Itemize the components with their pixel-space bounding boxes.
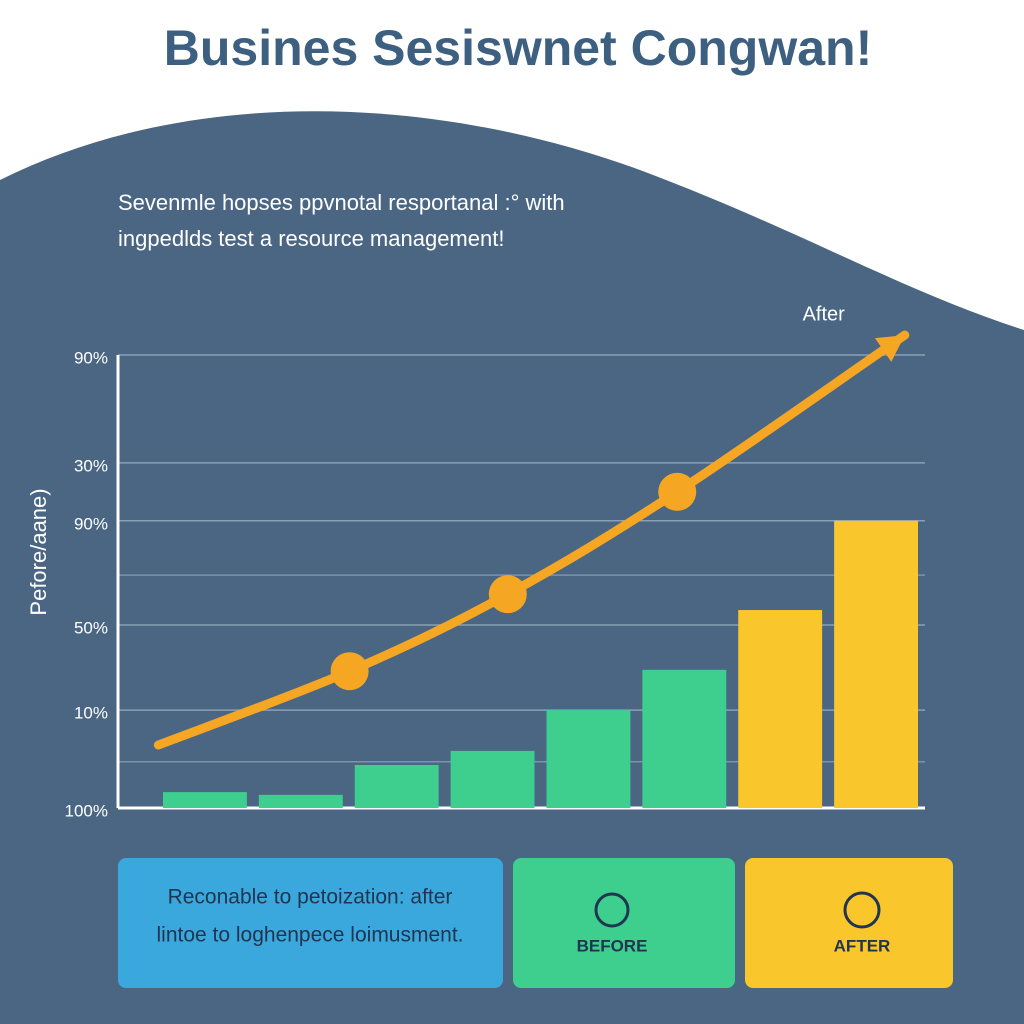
title: Busines Sesiswnet Congwan! [164, 20, 872, 76]
bar [834, 520, 918, 808]
note-text: Reconable to petoization: after [168, 886, 453, 909]
note-text: lintoe to loghenpece loimusment. [156, 924, 463, 947]
bar [738, 610, 823, 808]
bar [163, 792, 247, 808]
before-label: BEFORE [577, 936, 648, 955]
after-icon [843, 891, 881, 929]
bar [546, 710, 631, 808]
before-icon [594, 892, 630, 928]
y-tick-label: 30% [74, 456, 108, 475]
y-axis-label: Pefore/aane) [26, 488, 51, 615]
bar [258, 794, 343, 808]
after-label: AFTER [834, 936, 891, 955]
bar [450, 750, 535, 808]
y-tick-label: 10% [74, 704, 108, 723]
trend-arrowhead [874, 335, 905, 362]
trend-point [330, 652, 369, 691]
y-tick-label: 100% [65, 801, 108, 820]
trend-point [658, 472, 697, 511]
y-tick-label: 90% [74, 514, 108, 533]
subtitle: Sevenmle hopses ppvnotal resportanal :° … [118, 190, 565, 215]
annotation: After [803, 303, 846, 325]
y-tick-label: 50% [74, 618, 108, 637]
y-tick-label: 90% [74, 348, 108, 367]
plot: 90% 30% 90% 50% 10% 100% After [65, 303, 925, 820]
note-panel [118, 858, 503, 988]
bar [354, 764, 439, 808]
trend-point [488, 575, 527, 614]
bar [642, 669, 727, 808]
before-panel [513, 858, 735, 988]
subtitle: ingpedlds test a resource management! [118, 226, 504, 251]
